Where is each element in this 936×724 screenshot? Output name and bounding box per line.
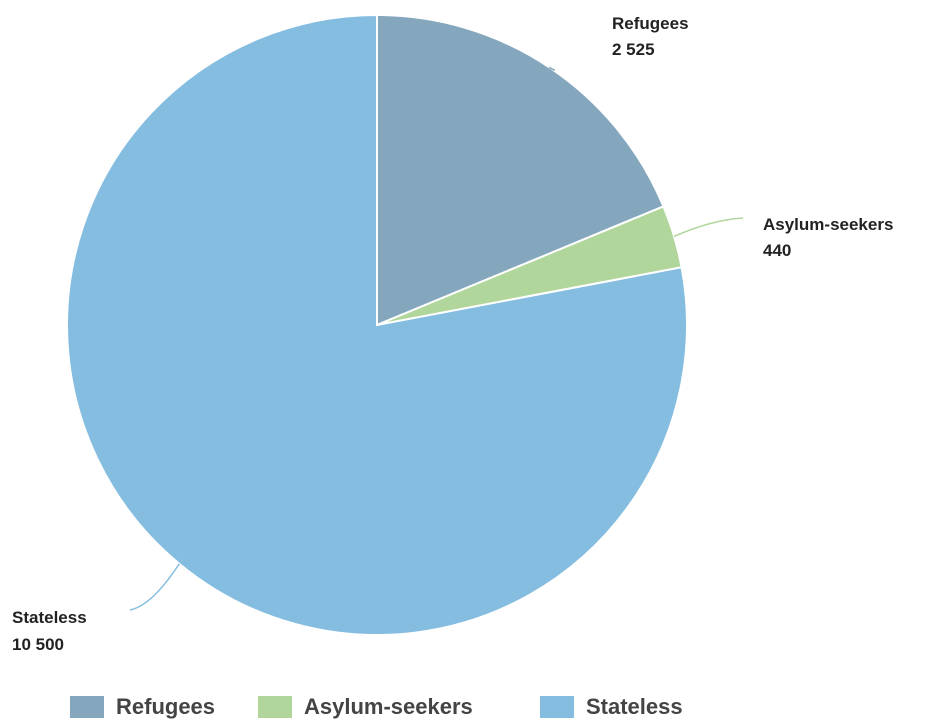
slice-label-refugees-value: 2 525 [612, 40, 655, 59]
leader-line-stateless [129, 563, 180, 611]
legend: Refugees Asylum-seekers Stateless [0, 692, 936, 722]
legend-label-refugees: Refugees [116, 694, 216, 719]
legend-label-stateless: Stateless [586, 694, 683, 719]
leader-line-asylum-seekers [673, 217, 744, 238]
slice-label-asylum-seekers: Asylum-seekers 440 [763, 215, 893, 260]
legend-item-asylum-seekers: Asylum-seekers [258, 692, 473, 722]
pie-slices [66, 13, 688, 636]
legend-item-refugees: Refugees [70, 692, 215, 722]
slice-label-stateless-name: Stateless [12, 608, 87, 627]
leader-lines [129, 66, 744, 611]
slice-label-refugees: Refugees 2 525 [612, 14, 689, 59]
slice-label-stateless: Stateless 10 500 [12, 608, 87, 654]
legend-item-stateless: Stateless [540, 692, 683, 722]
pie-chart: Refugees 2 525 Asylum-seekers 440 Statel… [12, 13, 893, 654]
legend-swatch-refugees [70, 696, 104, 718]
legend-swatch-asylum-seekers [258, 696, 292, 718]
slice-label-refugees-name: Refugees [612, 14, 689, 33]
slice-label-asylum-seekers-value: 440 [763, 241, 791, 260]
leader-line-refugees [548, 66, 556, 71]
legend-label-asylum-seekers: Asylum-seekers [304, 694, 473, 719]
legend-swatch-stateless [540, 696, 574, 718]
slice-label-asylum-seekers-name: Asylum-seekers [763, 215, 893, 234]
slice-label-stateless-value: 10 500 [12, 635, 64, 654]
